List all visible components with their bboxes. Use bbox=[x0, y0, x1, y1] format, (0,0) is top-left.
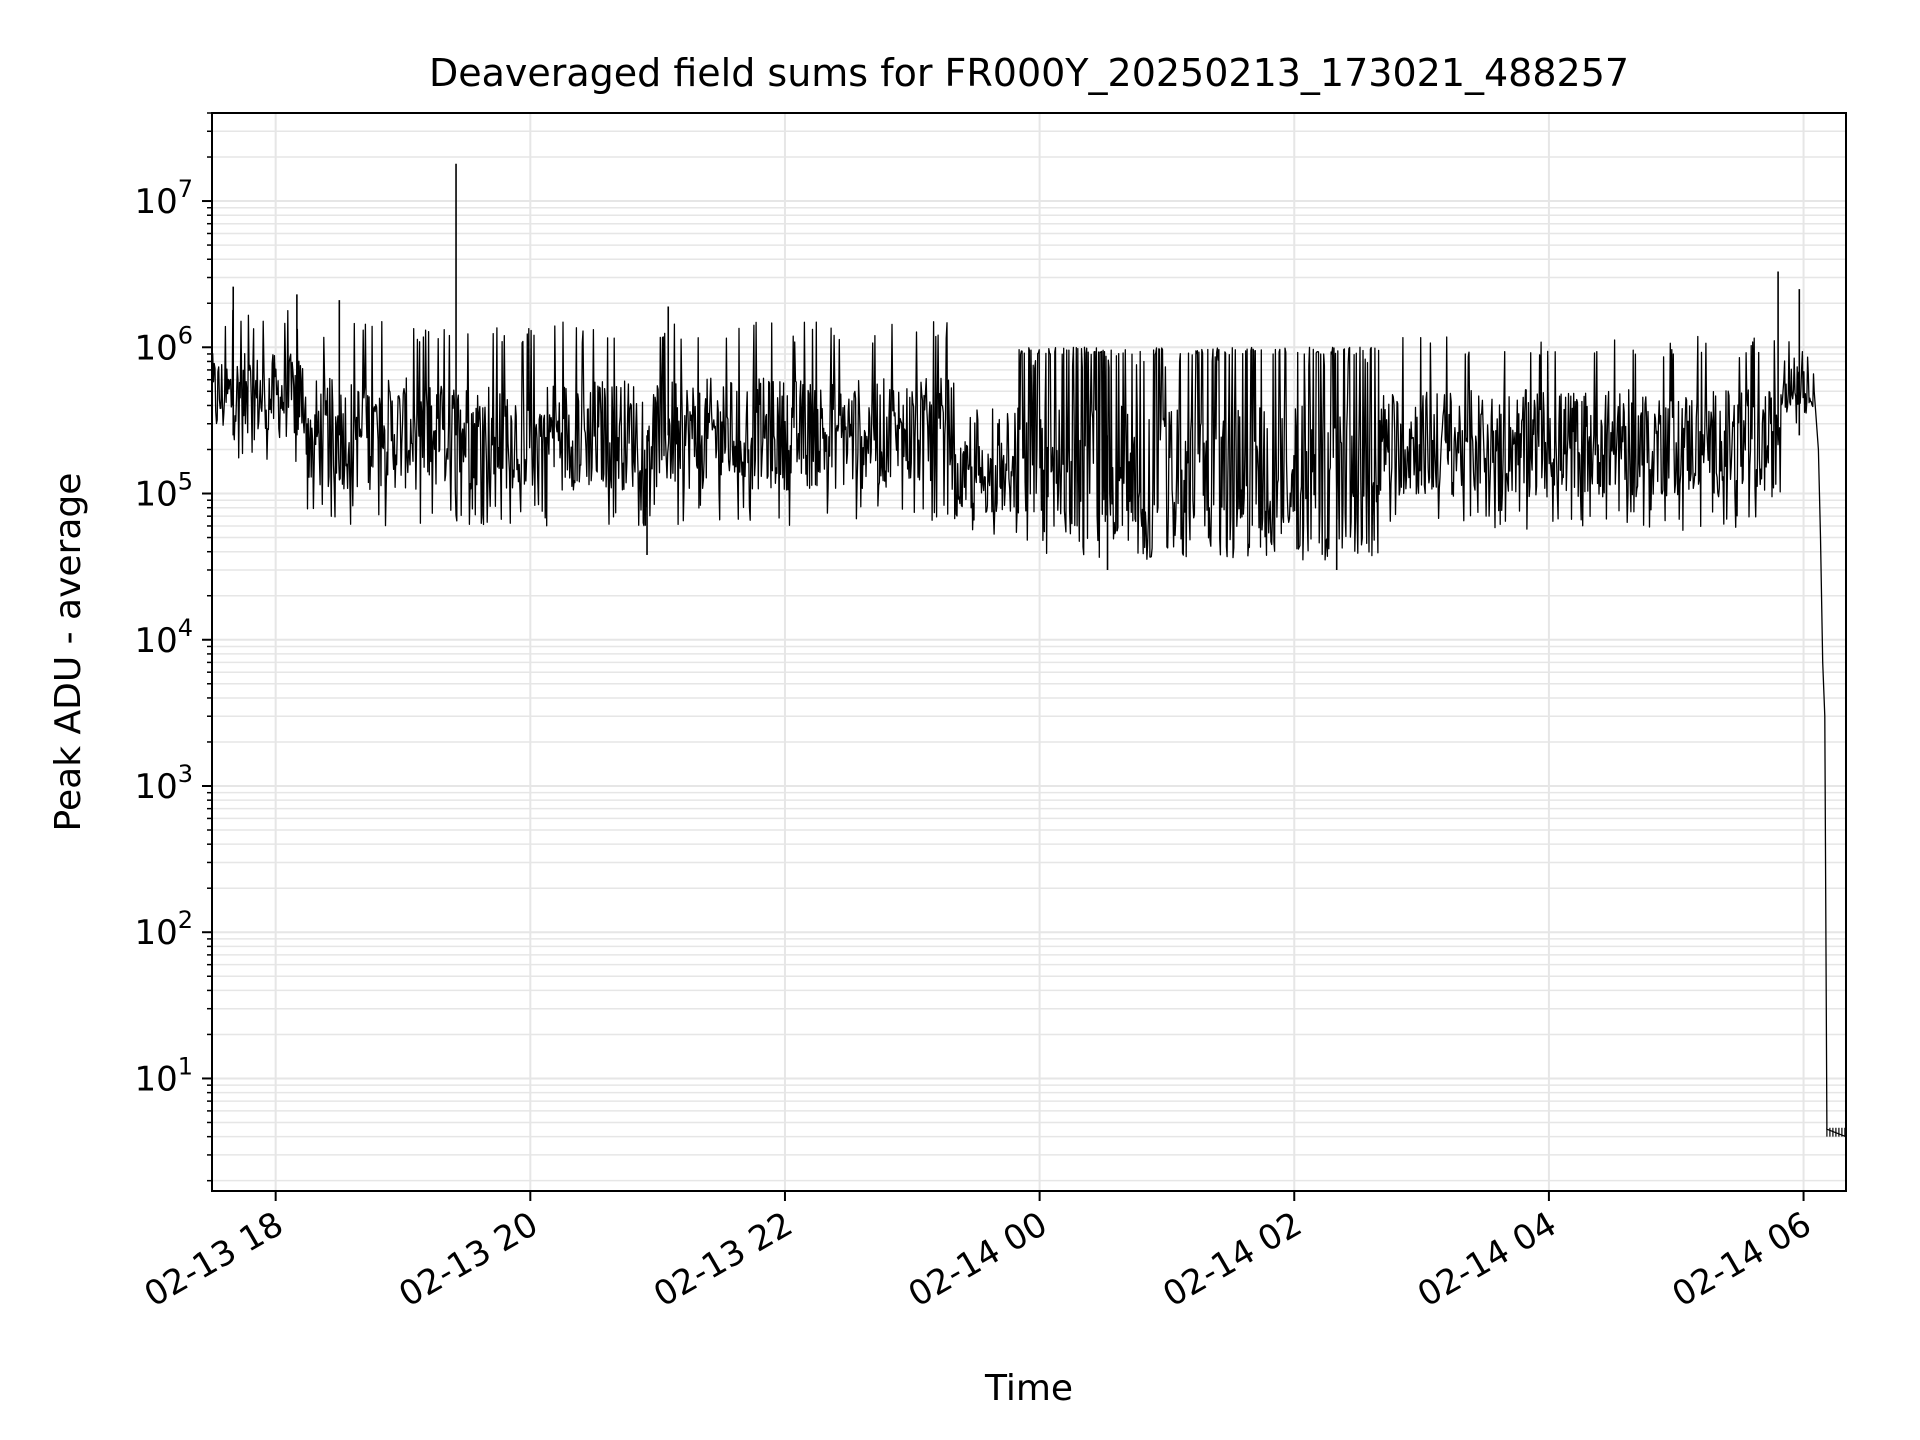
y-axis-label: Peak ADU - average bbox=[48, 473, 89, 832]
y-tick-label: 106 bbox=[134, 321, 193, 368]
chart-title: Deaveraged field sums for FR000Y_2025021… bbox=[429, 51, 1629, 95]
x-tick-label: 02-13 18 bbox=[138, 1204, 290, 1315]
axis-ticks: 101 102 103 104 105 106 107 02-13 18 02-13 20 02-… bbox=[134, 112, 1818, 1315]
grid-lines bbox=[212, 112, 1846, 1191]
y-tick-label: 105 bbox=[134, 468, 193, 515]
y-tick-label: 107 bbox=[134, 175, 193, 222]
x-axis-label: Time bbox=[984, 1368, 1073, 1409]
x-tick-label: 02-13 22 bbox=[647, 1204, 799, 1315]
data-layer bbox=[211, 163, 1847, 1138]
y-tick-label: 103 bbox=[134, 760, 193, 807]
x-tick-label: 02-13 20 bbox=[392, 1204, 544, 1315]
x-tick-label: 02-14 04 bbox=[1411, 1204, 1563, 1315]
y-tick-label: 104 bbox=[134, 614, 193, 661]
x-tick-label: 02-14 00 bbox=[902, 1204, 1054, 1315]
y-tick-label: 102 bbox=[134, 906, 193, 953]
plot-frame bbox=[211, 112, 1847, 1192]
series-line bbox=[211, 309, 1847, 1138]
y-tick-label: 101 bbox=[134, 1052, 193, 1099]
x-tick-label: 02-14 06 bbox=[1666, 1204, 1818, 1315]
x-tick-label: 02-14 02 bbox=[1156, 1204, 1308, 1315]
